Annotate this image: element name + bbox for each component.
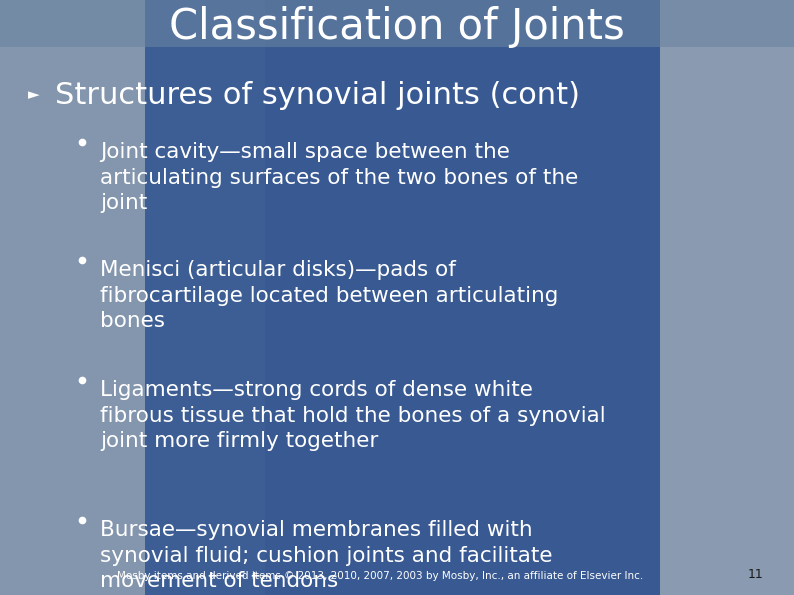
Text: Ligaments—strong cords of dense white
fibrous tissue that hold the bones of a sy: Ligaments—strong cords of dense white fi… xyxy=(100,380,606,451)
Text: Menisci (articular disks)—pads of
fibrocartilage located between articulating
bo: Menisci (articular disks)—pads of fibroc… xyxy=(100,260,558,331)
Bar xyxy=(145,0,660,595)
Text: Mosby items and derived items © 2013, 2010, 2007, 2003 by Mosby, Inc., an affili: Mosby items and derived items © 2013, 20… xyxy=(117,571,643,581)
Text: Classification of Joints: Classification of Joints xyxy=(169,6,625,48)
Bar xyxy=(0,0,794,47)
Text: Structures of synovial joints (cont): Structures of synovial joints (cont) xyxy=(55,80,580,109)
Text: Bursae—synovial membranes filled with
synovial fluid; cushion joints and facilit: Bursae—synovial membranes filled with sy… xyxy=(100,520,553,591)
Text: Joint cavity—small space between the
articulating surfaces of the two bones of t: Joint cavity—small space between the art… xyxy=(100,142,578,213)
Bar xyxy=(145,0,265,595)
Bar xyxy=(660,0,794,595)
Text: ►: ► xyxy=(28,87,40,102)
Text: 11: 11 xyxy=(747,568,763,581)
